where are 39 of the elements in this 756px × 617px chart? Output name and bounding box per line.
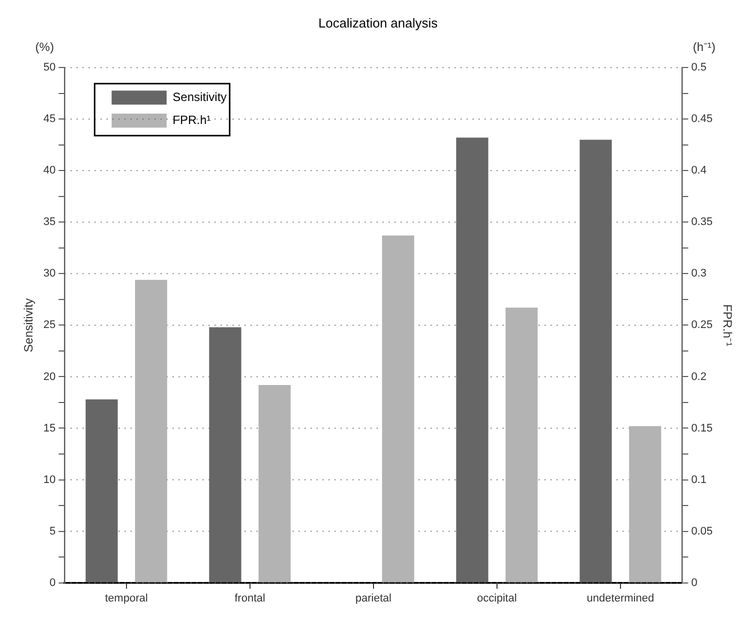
x-tick-label: undetermined xyxy=(586,592,654,604)
y2-tick-label: 0.1 xyxy=(691,474,706,486)
y2-tick-label: 0.3 xyxy=(691,268,706,280)
y-tick-label: 35 xyxy=(43,216,56,228)
y-tick-label: 25 xyxy=(43,319,56,332)
y-tick-label: 40 xyxy=(43,164,56,177)
y-tick-label: 10 xyxy=(43,474,56,486)
text: (%) xyxy=(35,40,54,54)
bar xyxy=(629,426,662,582)
bar xyxy=(135,280,168,582)
y-axis-title: Sensitivity xyxy=(22,298,36,352)
chart-title: Localization analysis xyxy=(318,15,438,30)
bar xyxy=(506,308,538,582)
y-tick-label: 15 xyxy=(43,422,56,434)
y-tick-label: 0 xyxy=(50,576,56,589)
legend-label: Sensitivity xyxy=(172,90,227,104)
y2-tick-label: 0.05 xyxy=(691,525,713,538)
y-tick-label: 50 xyxy=(43,62,56,74)
y2-tick-label: 0.35 xyxy=(691,216,713,228)
y2-tick-label: 0.2 xyxy=(691,370,706,383)
y-tick-label: 5 xyxy=(50,525,56,538)
bar xyxy=(258,384,291,582)
y2-tick-label: 0.25 xyxy=(691,319,713,332)
y-tick-label: 30 xyxy=(43,268,56,280)
x-tick-label: parietal xyxy=(355,592,392,604)
y2-tick-label: 0.4 xyxy=(691,164,706,177)
y-tick-label: 20 xyxy=(43,370,56,383)
legend-label: FPR.h¹ xyxy=(172,112,211,127)
bar xyxy=(382,236,414,582)
y2-tick-label: 0.45 xyxy=(691,113,713,126)
y2-tick-label: 0 xyxy=(691,576,698,589)
y2-axis-title: FPR.h⁻¹ xyxy=(720,304,734,346)
x-tick-label: temporal xyxy=(104,592,148,604)
y-tick-label: 45 xyxy=(43,113,56,126)
x-tick-label: occipital xyxy=(477,592,517,604)
text: (h⁻¹) xyxy=(692,40,716,54)
x-tick-label: frontal xyxy=(234,592,266,604)
y2-tick-label: 0.15 xyxy=(691,422,713,434)
y2-tick-label: 0.5 xyxy=(691,62,706,74)
